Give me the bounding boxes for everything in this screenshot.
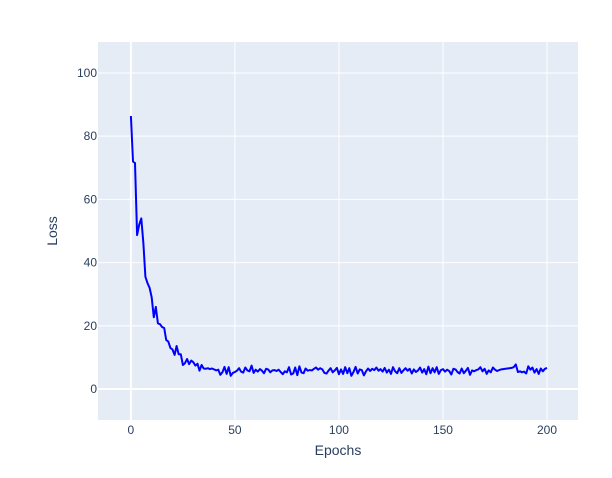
x-tick-label: 0 (128, 423, 135, 437)
y-tick-label: 60 (84, 192, 98, 206)
y-tick-label: 100 (77, 66, 97, 80)
y-tick-label: 80 (84, 129, 98, 143)
y-tick-label: 40 (84, 256, 98, 270)
x-tick-label: 150 (433, 423, 453, 437)
x-tick-label: 50 (228, 423, 242, 437)
plot-area (98, 42, 578, 420)
tick-labels: 0 50 100 150 200 0 20 40 60 80 100 (77, 66, 557, 437)
y-axis-title: Loss (44, 216, 60, 246)
y-tick-label: 20 (84, 319, 98, 333)
x-tick-label: 100 (329, 423, 349, 437)
loss-line (129, 115, 548, 377)
gridlines (98, 42, 578, 420)
series-group (129, 115, 548, 377)
x-axis-title: Epochs (315, 442, 362, 458)
x-tick-label: 200 (537, 423, 557, 437)
y-tick-label: 0 (90, 382, 97, 396)
